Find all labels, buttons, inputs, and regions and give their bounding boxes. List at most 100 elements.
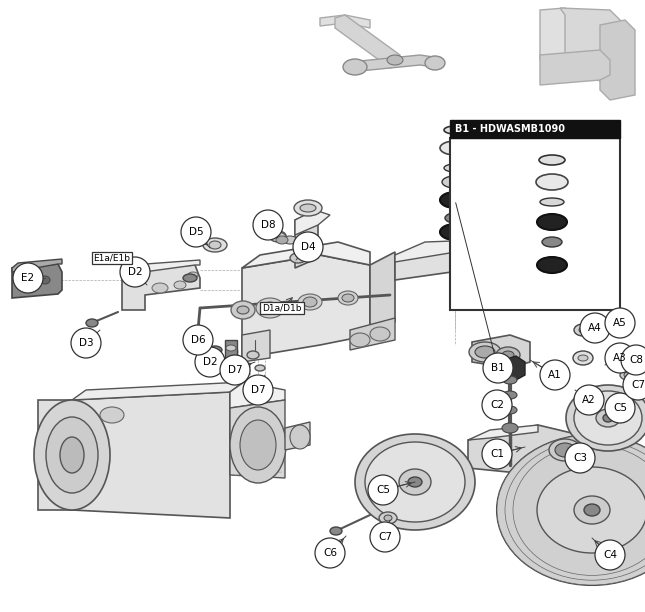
Ellipse shape xyxy=(549,439,581,461)
Text: B1: B1 xyxy=(491,363,505,373)
Polygon shape xyxy=(295,210,318,268)
Polygon shape xyxy=(230,400,285,478)
Text: A4: A4 xyxy=(588,323,602,333)
Ellipse shape xyxy=(440,141,470,155)
Text: D7: D7 xyxy=(228,365,243,375)
Polygon shape xyxy=(12,259,62,272)
Polygon shape xyxy=(295,210,330,235)
Polygon shape xyxy=(72,382,244,400)
Ellipse shape xyxy=(501,245,529,265)
Ellipse shape xyxy=(290,253,306,263)
Ellipse shape xyxy=(442,176,468,188)
Ellipse shape xyxy=(100,407,124,423)
Circle shape xyxy=(605,393,635,423)
Ellipse shape xyxy=(596,409,620,427)
Ellipse shape xyxy=(303,297,317,307)
Text: C3: C3 xyxy=(573,453,587,463)
Circle shape xyxy=(220,355,250,385)
Text: C1: C1 xyxy=(490,449,504,459)
Ellipse shape xyxy=(584,504,600,516)
Ellipse shape xyxy=(174,281,186,289)
Ellipse shape xyxy=(237,306,249,314)
Text: D6: D6 xyxy=(191,335,205,345)
Ellipse shape xyxy=(507,249,523,261)
Polygon shape xyxy=(350,318,395,350)
Circle shape xyxy=(71,328,101,358)
Polygon shape xyxy=(468,425,538,440)
Polygon shape xyxy=(122,260,200,275)
Ellipse shape xyxy=(330,527,342,535)
Circle shape xyxy=(623,370,645,400)
Polygon shape xyxy=(468,425,590,475)
Ellipse shape xyxy=(623,353,637,363)
Ellipse shape xyxy=(384,515,392,521)
Ellipse shape xyxy=(555,443,575,457)
Circle shape xyxy=(243,375,273,405)
Ellipse shape xyxy=(440,192,470,208)
Polygon shape xyxy=(242,330,270,362)
Ellipse shape xyxy=(408,477,422,487)
Circle shape xyxy=(574,385,604,415)
Circle shape xyxy=(482,439,512,469)
Circle shape xyxy=(605,308,635,338)
Ellipse shape xyxy=(502,351,514,359)
Ellipse shape xyxy=(574,496,610,524)
Polygon shape xyxy=(395,240,480,262)
Ellipse shape xyxy=(573,351,593,365)
Ellipse shape xyxy=(537,467,645,553)
Text: D5: D5 xyxy=(189,227,203,237)
Circle shape xyxy=(482,390,512,420)
Ellipse shape xyxy=(574,324,592,336)
Ellipse shape xyxy=(469,342,501,362)
Ellipse shape xyxy=(342,294,354,302)
Circle shape xyxy=(315,538,345,568)
Ellipse shape xyxy=(496,347,520,363)
Circle shape xyxy=(293,232,323,262)
Ellipse shape xyxy=(445,213,465,223)
Circle shape xyxy=(621,345,645,375)
Circle shape xyxy=(540,360,570,390)
Ellipse shape xyxy=(294,200,322,216)
Polygon shape xyxy=(560,8,625,88)
Circle shape xyxy=(195,347,225,377)
Ellipse shape xyxy=(247,351,259,359)
Ellipse shape xyxy=(25,277,35,285)
Ellipse shape xyxy=(209,241,221,249)
Ellipse shape xyxy=(255,365,265,371)
Circle shape xyxy=(605,343,635,373)
Ellipse shape xyxy=(188,272,198,278)
Ellipse shape xyxy=(537,214,567,230)
Circle shape xyxy=(370,522,400,552)
Ellipse shape xyxy=(365,442,465,522)
Circle shape xyxy=(595,540,625,570)
Ellipse shape xyxy=(152,283,168,293)
Circle shape xyxy=(580,313,610,343)
Bar xyxy=(225,340,237,358)
Ellipse shape xyxy=(513,444,645,575)
Polygon shape xyxy=(230,382,244,475)
Ellipse shape xyxy=(603,414,613,422)
Text: A2: A2 xyxy=(582,395,596,405)
Circle shape xyxy=(483,353,513,383)
Polygon shape xyxy=(285,422,310,450)
Polygon shape xyxy=(38,400,155,510)
Ellipse shape xyxy=(536,174,568,190)
Ellipse shape xyxy=(270,231,286,241)
Ellipse shape xyxy=(183,274,197,282)
Ellipse shape xyxy=(440,224,470,240)
Polygon shape xyxy=(335,15,400,68)
Polygon shape xyxy=(498,356,525,380)
Ellipse shape xyxy=(370,327,390,341)
Circle shape xyxy=(368,475,398,505)
Text: D3: D3 xyxy=(79,338,94,348)
Text: E2: E2 xyxy=(21,273,35,283)
Text: C7: C7 xyxy=(631,380,645,390)
Ellipse shape xyxy=(86,319,98,327)
Ellipse shape xyxy=(276,236,288,244)
Ellipse shape xyxy=(355,434,475,530)
Text: A1: A1 xyxy=(548,370,562,380)
Ellipse shape xyxy=(503,376,517,384)
Text: D8: D8 xyxy=(261,220,275,230)
Ellipse shape xyxy=(497,435,645,585)
Ellipse shape xyxy=(539,155,565,165)
